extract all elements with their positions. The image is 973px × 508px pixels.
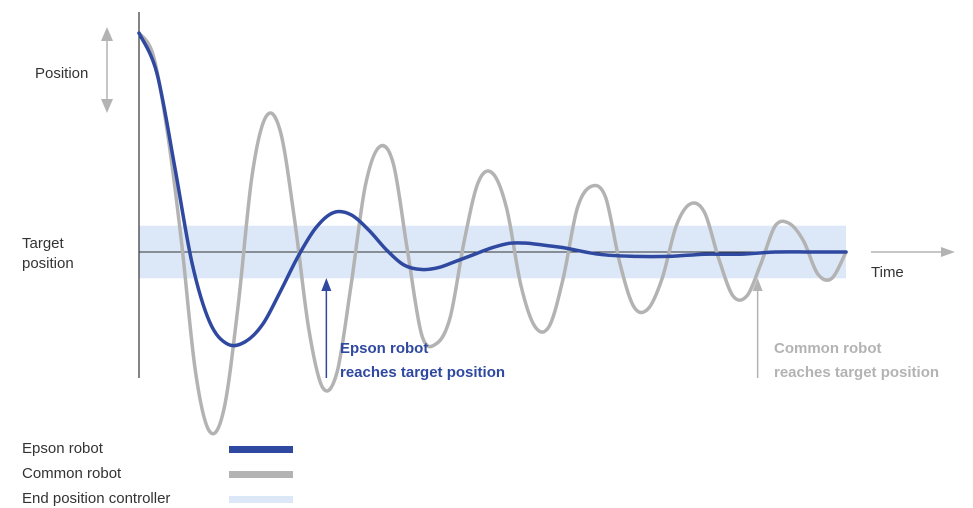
legend-label-common: Common robot: [22, 465, 122, 482]
position-arrowhead-up: [101, 27, 113, 41]
common-annotation-arrowhead: [752, 278, 763, 291]
legend: Epson robot Common robot End position co…: [22, 440, 293, 507]
common-annotation-line2: reaches target position: [774, 364, 939, 381]
axes-layer: [101, 12, 955, 378]
common-annotation-line1: Common robot: [774, 340, 881, 357]
legend-swatch-band: [229, 496, 293, 503]
annotation-layer: [321, 278, 763, 378]
series-line-epson: [137, 31, 848, 348]
legend-swatch-epson: [229, 446, 293, 453]
legend-swatch-common: [229, 471, 293, 478]
epson-annotation-line2: reaches target position: [340, 364, 505, 381]
epson-annotation-line1: Epson robot: [340, 340, 428, 357]
position-arrowhead-down: [101, 99, 113, 113]
x-axis-label: Time: [871, 264, 904, 281]
y-axis-label: Position: [35, 65, 88, 82]
epson-annotation-arrowhead: [321, 278, 332, 291]
series-layer: [137, 31, 848, 436]
series-line-common: [137, 31, 848, 436]
target-label-line2: position: [22, 255, 74, 272]
legend-label-epson: Epson robot: [22, 440, 104, 457]
time-axis-arrowhead: [941, 247, 955, 257]
target-label-line1: Target: [22, 235, 65, 252]
legend-label-band: End position controller: [22, 490, 170, 507]
